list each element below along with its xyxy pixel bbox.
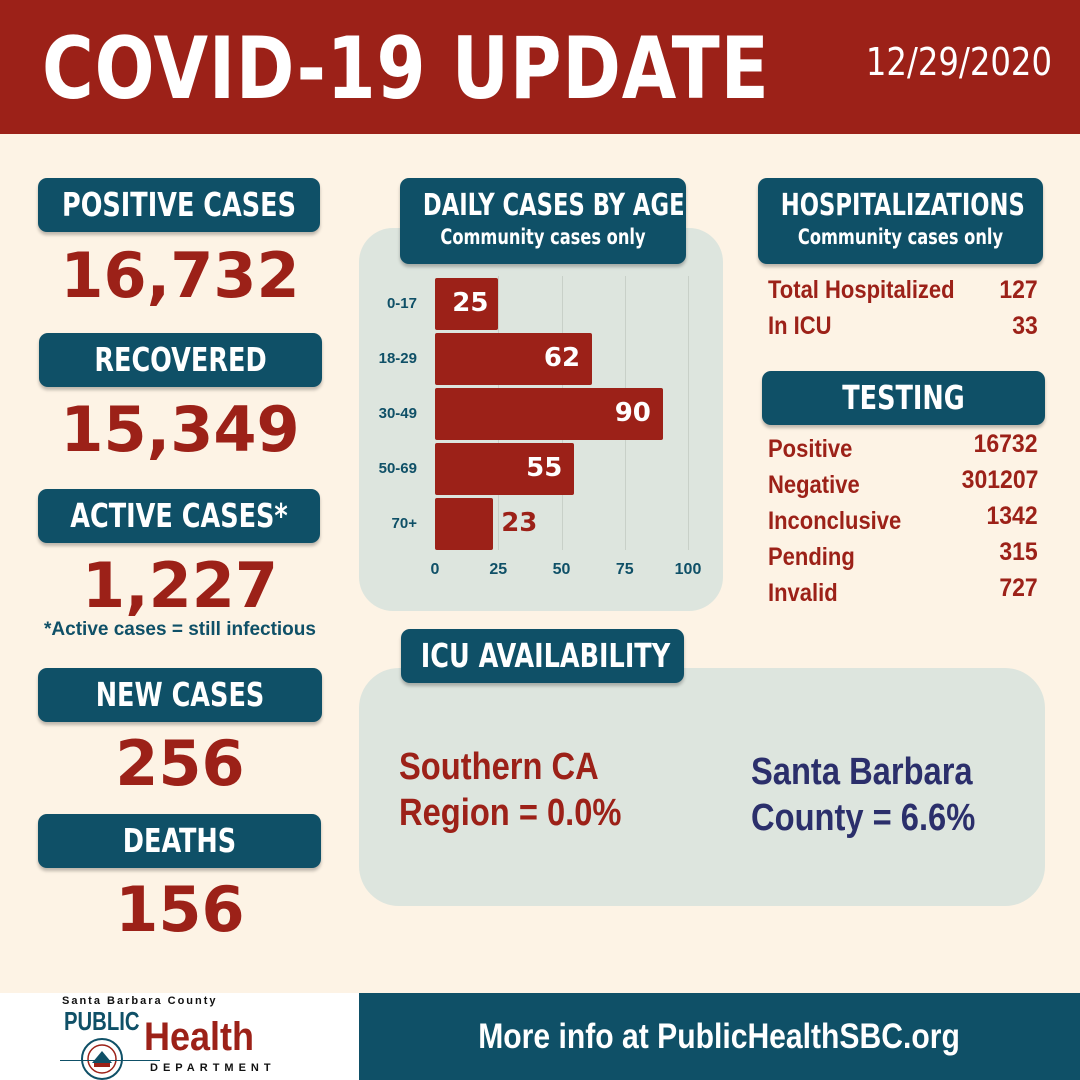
chart-bar [435, 498, 494, 550]
footer-bar [359, 993, 1080, 1080]
recovered-label: RECOVERED [39, 333, 322, 387]
deaths-value: 156 [115, 873, 245, 946]
icu-title-box: ICU AVAILABILITY [401, 629, 684, 683]
x-tick-label: 50 [552, 561, 571, 578]
hospitalizations-title: HOSPITALIZATIONS [780, 188, 1025, 223]
new-cases-label: NEW CASES [38, 668, 322, 722]
hosp-row-value: 33 [1012, 312, 1038, 340]
x-tick-label: 0 [430, 561, 440, 578]
positive-cases-value: 16,732 [60, 239, 300, 312]
active-cases-label: ACTIVE CASES* [38, 489, 320, 543]
icu-southern-line1: Southern CA [399, 746, 599, 788]
chart-bar [435, 278, 499, 330]
logo-health-text: Health [144, 1015, 255, 1059]
bar-value-label: 90 [614, 398, 651, 428]
testing-row-value: 727 [999, 574, 1038, 602]
chart-bar [435, 333, 592, 385]
logo-area [0, 993, 359, 1080]
recovered-value: 15,349 [60, 393, 300, 466]
testing-row-value: 1342 [986, 502, 1038, 530]
county-seal-icon [81, 1038, 123, 1080]
y-category-label: 18-29 [378, 350, 417, 367]
testing-row-label: Pending [768, 543, 855, 571]
chart-title: DAILY CASES BY AGE [422, 188, 685, 223]
footer-link-text: More info at PublicHealthSBC.org [478, 1017, 961, 1056]
x-tick-label: 75 [615, 561, 634, 578]
y-category-label: 50-69 [378, 460, 417, 477]
logo-public-text: PUBLIC [64, 1006, 140, 1036]
testing-title: TESTING [842, 378, 965, 417]
icu-southern-line2: Region = 0.0% [399, 792, 622, 834]
deaths-label: DEATHS [38, 814, 321, 868]
chart-bar [435, 388, 663, 440]
footer-link[interactable]: More info at PublicHealthSBC.org [359, 993, 1080, 1080]
testing-row-value: 315 [999, 538, 1038, 566]
testing-row-label: Positive [768, 435, 853, 463]
page-title: COVID-19 UPDATE [42, 19, 770, 119]
active-cases-note: *Active cases = still infectious [44, 619, 316, 640]
y-category-label: 0-17 [386, 295, 417, 312]
icu-sb-line1: Santa Barbara [751, 751, 973, 793]
positive-cases-label: POSITIVE CASES [38, 178, 320, 232]
y-category-label: 30-49 [378, 405, 417, 422]
hosp-row-label: In ICU [768, 312, 832, 340]
testing-row-label: Negative [768, 471, 860, 499]
chart-bar [435, 443, 575, 495]
update-date: 12/29/2020 [865, 40, 1052, 84]
hosp-row-label: Total Hospitalized [768, 276, 955, 304]
testing-row-label: Inconclusive [768, 507, 902, 535]
logo-county-text: Santa Barbara County [62, 995, 218, 1007]
icu-sb-line2: County = 6.6% [751, 797, 976, 839]
hospitalizations-subtitle: Community cases only [797, 225, 1004, 249]
active-cases-value: 1,227 [81, 549, 279, 622]
hosp-row-value: 127 [999, 276, 1038, 304]
chart-gridline [688, 276, 689, 550]
new-cases-value: 256 [115, 727, 245, 800]
testing-row-value: 301207 [961, 466, 1038, 494]
bar-value-label: 25 [452, 288, 489, 318]
hospitalizations-title-box: HOSPITALIZATIONS Community cases only [758, 178, 1043, 264]
icu-southern-ca: Southern CA Region = 0.0% [399, 744, 621, 836]
logo-divider [60, 1060, 160, 1061]
bar-value-label: 62 [543, 343, 581, 373]
header-banner [0, 0, 1080, 134]
testing-title-box: TESTING [762, 371, 1045, 425]
chart-title-box: DAILY CASES BY AGE Community cases only [400, 178, 686, 264]
x-tick-label: 100 [674, 561, 702, 578]
chart-subtitle: Community cases only [440, 225, 646, 249]
testing-row-label: Invalid [768, 579, 838, 607]
icu-title: ICU AVAILABILITY [420, 636, 671, 675]
x-tick-label: 25 [489, 561, 508, 578]
y-category-label: 70+ [391, 515, 417, 532]
testing-row-value: 16732 [974, 430, 1038, 458]
bar-value-label: 55 [526, 453, 563, 483]
icu-panel [359, 668, 1045, 906]
bar-value-label: 23 [501, 508, 538, 538]
icu-santa-barbara: Santa Barbara County = 6.6% [751, 749, 975, 841]
logo-department-text: DEPARTMENT [150, 1062, 276, 1074]
